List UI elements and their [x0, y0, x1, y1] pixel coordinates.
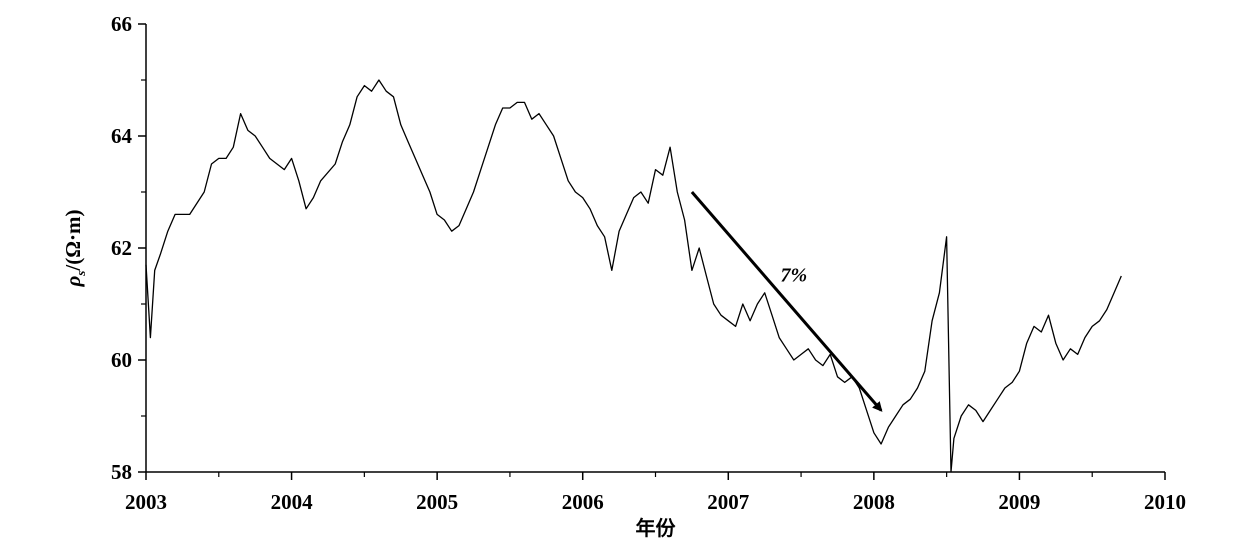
x-tick-label: 2004 [271, 490, 314, 514]
y-tick-label: 62 [111, 236, 132, 260]
x-tick-label: 2005 [416, 490, 458, 514]
x-tick-label: 2010 [1144, 490, 1186, 514]
y-tick-label: 66 [111, 12, 132, 36]
x-tick-label: 2009 [998, 490, 1040, 514]
y-axis-symbol: ρ [61, 276, 85, 288]
x-tick-label: 2007 [707, 490, 749, 514]
y-tick-label: 58 [111, 460, 132, 484]
x-tick-label: 2008 [853, 490, 895, 514]
x-tick-label: 2003 [125, 490, 167, 514]
x-axis-title: 年份 [636, 516, 677, 540]
y-axis-subscript: s [73, 271, 88, 277]
y-tick-label: 60 [111, 348, 132, 372]
annotation-label: 7% [780, 265, 807, 287]
y-axis-title: ρs/(Ω·m) [61, 209, 88, 287]
trend-arrow [690, 191, 883, 412]
series-line-0 [145, 79, 1122, 473]
x-tick-label: 2006 [562, 490, 604, 514]
y-tick-label: 64 [111, 124, 133, 148]
y-axis-unit: /(Ω·m) [61, 209, 85, 271]
